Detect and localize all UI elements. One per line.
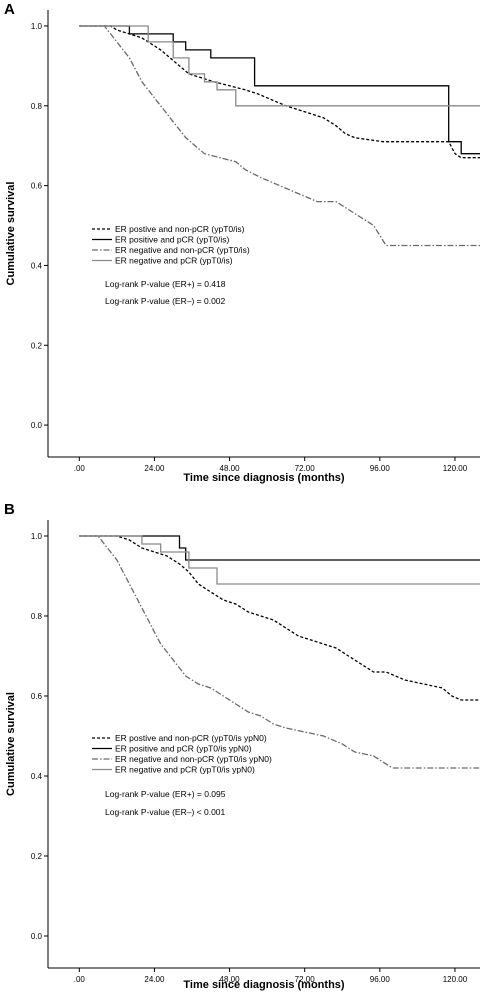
legend-entry-3: ER negative and non-pCR (ypT0/is ypN0) bbox=[115, 754, 272, 764]
legend-entry-2: ER positive and pCR (ypT0/is) bbox=[115, 235, 229, 245]
y-tick-label: 0.4 bbox=[31, 261, 43, 270]
y-tick-label: 1.0 bbox=[31, 532, 43, 541]
panel-label: B bbox=[4, 501, 15, 518]
y-tick-label: 0.0 bbox=[31, 932, 43, 941]
legend-entry-4: ER negative and pCR (ypT0/is ypN0) bbox=[115, 765, 255, 775]
y-tick-label: 0.2 bbox=[31, 852, 43, 861]
x-tick-label: 48.00 bbox=[220, 464, 241, 473]
series-line-4 bbox=[79, 535, 480, 585]
y-tick-label: 0.8 bbox=[31, 102, 43, 111]
legend-entry-1: ER postive and non-pCR (ypT0/is ypN0) bbox=[115, 733, 267, 743]
series-line-2 bbox=[79, 535, 480, 561]
panel-label: A bbox=[4, 1, 15, 18]
legend-entry-2: ER positive and pCR (ypT0/is ypN0) bbox=[115, 744, 252, 754]
x-tick-label: 24.00 bbox=[144, 464, 165, 473]
y-tick-label: 0.6 bbox=[31, 182, 43, 191]
y-tick-label: 0.8 bbox=[31, 612, 43, 621]
y-axis-title: Cumulative survival bbox=[5, 182, 17, 286]
x-tick-label: 96.00 bbox=[370, 464, 391, 473]
logrank-annotation-1: Log-rank P-value (ER+) = 0.095 bbox=[105, 789, 226, 799]
x-tick-label: .00 bbox=[74, 975, 86, 984]
y-tick-label: 0.4 bbox=[31, 772, 43, 781]
chart-panel-a: A 0.0 0.2 0.4 0.6 0.8 1.0 .00 24.00 48.00 72.00 96.… bbox=[4, 1, 480, 484]
x-tick-label: 72.00 bbox=[295, 464, 316, 473]
legend-entry-3: ER negative and non-pCR (ypT0/is) bbox=[115, 245, 250, 255]
chart-panel-b: B 0.0 0.2 0.4 0.6 0.8 1.0 .00 24.00 48.00 72.00 96.… bbox=[4, 501, 480, 991]
x-tick-label: 96.00 bbox=[370, 975, 391, 984]
legend-entry-4: ER negative and pCR (ypT0/is) bbox=[115, 256, 233, 266]
x-axis-title: Time since diagnosis (months) bbox=[183, 472, 344, 484]
legend-entry-1: ER postive and non-pCR (ypT0/is) bbox=[115, 224, 245, 234]
series-line-4 bbox=[79, 25, 480, 107]
series-line-1 bbox=[79, 535, 480, 701]
y-tick-label: 0.2 bbox=[31, 341, 43, 350]
series-line-3 bbox=[79, 25, 480, 247]
x-tick-label: .00 bbox=[74, 464, 86, 473]
logrank-annotation-1: Log-rank P-value (ER+) = 0.418 bbox=[105, 279, 226, 289]
series-line-2 bbox=[79, 25, 480, 155]
logrank-annotation-2: Log-rank P-value (ER–) < 0.001 bbox=[105, 807, 226, 817]
x-tick-label: 120.00 bbox=[443, 975, 468, 984]
y-axis-title: Cumulative survival bbox=[5, 692, 17, 796]
legend: ER postive and non-pCR (ypT0/is ypN0)ER … bbox=[92, 733, 272, 775]
series-line-3 bbox=[79, 535, 480, 769]
x-tick-label: 24.00 bbox=[144, 975, 165, 984]
y-tick-label: 0.0 bbox=[31, 421, 43, 430]
y-tick-label: 0.6 bbox=[31, 692, 43, 701]
x-tick-label: 48.00 bbox=[220, 975, 241, 984]
x-axis-title: Time since diagnosis (months) bbox=[183, 979, 344, 991]
logrank-annotation-2: Log-rank P-value (ER–) = 0.002 bbox=[105, 296, 226, 306]
x-tick-label: 120.00 bbox=[443, 464, 468, 473]
legend: ER postive and non-pCR (ypT0/is)ER posit… bbox=[92, 224, 250, 266]
y-tick-label: 1.0 bbox=[31, 22, 43, 31]
x-tick-label: 72.00 bbox=[295, 975, 316, 984]
series-line-1 bbox=[79, 25, 480, 159]
